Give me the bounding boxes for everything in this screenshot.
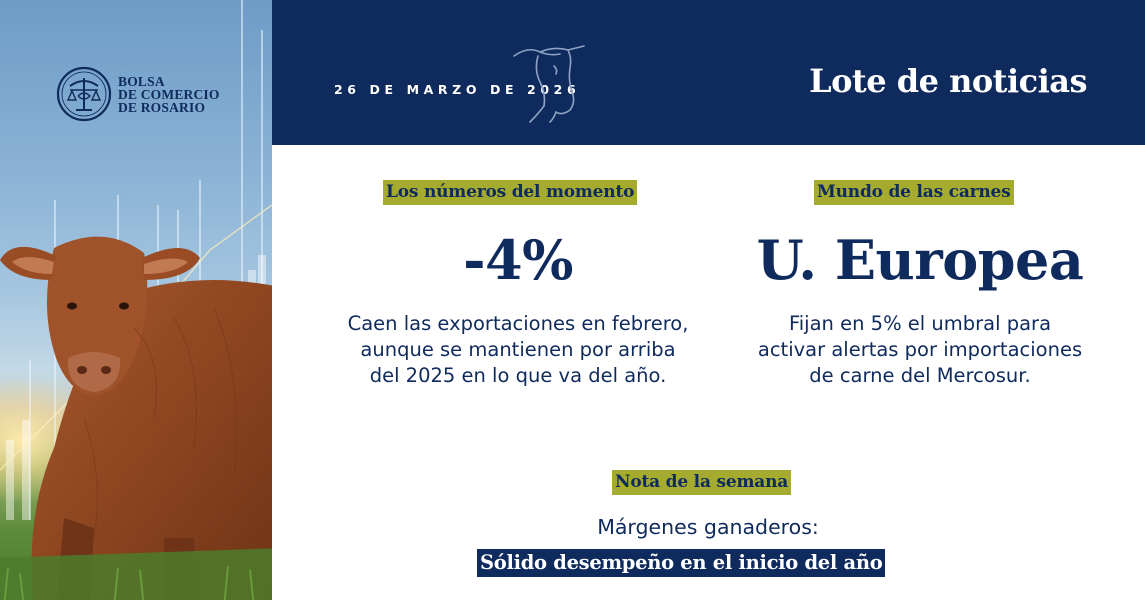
logo-line-2: DE COMERCIO xyxy=(118,86,220,102)
issue-date: 26 DE MARZO DE 2026 xyxy=(334,82,581,97)
description-line: Caen las exportaciones en febrero, xyxy=(347,312,689,335)
weekly-note-title: Márgenes ganaderos: xyxy=(597,515,819,539)
description-numbers: Caen las exportaciones en febrero, aunqu… xyxy=(318,311,718,389)
headline-numbers: -4% xyxy=(463,228,573,292)
logo-line-1: BOLSA xyxy=(118,73,165,89)
cow-illustration xyxy=(0,236,272,600)
description-line: del 2025 en lo que va del año. xyxy=(369,364,667,387)
section-tag-numbers: Los números del momento xyxy=(383,180,638,205)
bolsa-seal-icon xyxy=(56,66,112,122)
headline-meats: U. Europea xyxy=(756,228,1084,292)
cow-photo: BOLSA DE COMERCIO DE ROSARIO xyxy=(0,0,272,600)
section-tag-meats: Mundo de las carnes xyxy=(814,180,1014,205)
description-line: aunque se mantienen por arriba xyxy=(360,338,676,361)
weekly-note-highlight[interactable]: Sólido desempeño en el inicio del año xyxy=(477,549,886,577)
description-line: Fijan en 5% el umbral para xyxy=(788,312,1052,335)
bcr-logo: BOLSA DE COMERCIO DE ROSARIO xyxy=(56,66,220,122)
description-meats: Fijan en 5% el umbral para activar alert… xyxy=(720,311,1120,389)
newsletter-title: Lote de noticias xyxy=(809,62,1087,100)
description-line: activar alertas por importaciones xyxy=(757,338,1083,361)
cow-head-outline-icon xyxy=(513,45,585,123)
logo-line-3: DE ROSARIO xyxy=(118,99,206,115)
bcr-logo-text: BOLSA DE COMERCIO DE ROSARIO xyxy=(118,73,220,115)
header-banner: 26 DE MARZO DE 2026 Lote de noticias xyxy=(272,0,1145,145)
section-tag-weekly-note: Nota de la semana xyxy=(612,470,792,495)
description-line: de carne del Mercosur. xyxy=(809,364,1031,387)
